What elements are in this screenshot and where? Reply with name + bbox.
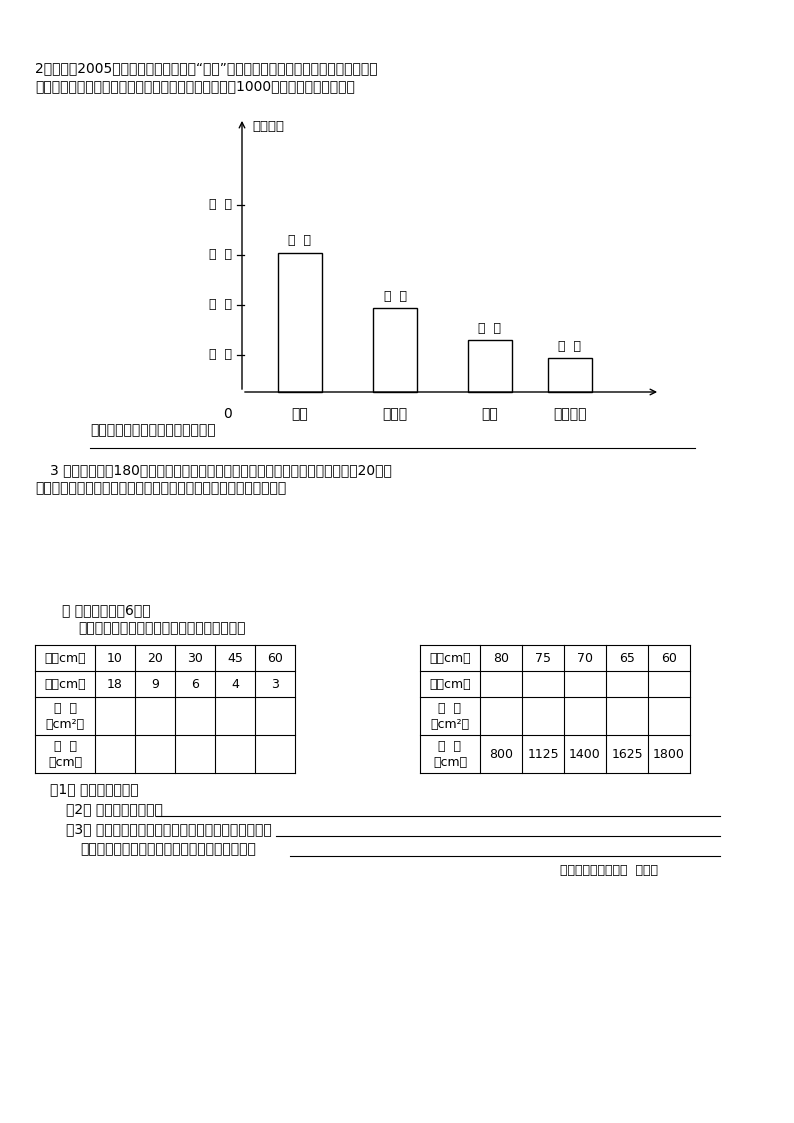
Text: 1625: 1625 xyxy=(611,748,643,760)
Text: （  ）: （ ） xyxy=(479,321,502,335)
Text: 1125: 1125 xyxy=(527,748,559,760)
Text: 如果长方形与正方形的面积相等，谁的周长长？: 如果长方形与正方形的面积相等，谁的周长长？ xyxy=(80,842,256,856)
Text: （人数）: （人数） xyxy=(252,119,284,133)
Bar xyxy=(373,308,417,392)
Text: （cm）: （cm） xyxy=(48,756,82,768)
Text: 面  积: 面 积 xyxy=(53,703,76,715)
Text: 2、下图是2005年中国某一网站对人们“十一”出行选用交通工具情况进行调查后作出的: 2、下图是2005年中国某一网站对人们“十一”出行选用交通工具情况进行调查后作出… xyxy=(35,61,378,75)
Text: 自驾车: 自驾车 xyxy=(383,407,407,421)
Text: （1） 将上表填完整。: （1） 将上表填完整。 xyxy=(50,782,139,796)
Text: （cm²）: （cm²） xyxy=(430,718,469,730)
Text: （  ）: （ ） xyxy=(209,299,232,311)
Text: 宽（cm）: 宽（cm） xyxy=(430,677,471,691)
Text: 火车: 火车 xyxy=(291,407,308,421)
Text: 0: 0 xyxy=(222,407,231,421)
Text: 长途客车: 长途客车 xyxy=(553,407,587,421)
Text: 如果相邻两棵树之间的距离相等，你知道相邻两棵树之间的距离吗？: 如果相邻两棵树之间的距离相等，你知道相邻两棵树之间的距离吗？ xyxy=(35,481,287,495)
Text: 统计图，已知选择乘火车的人数比选择乘长途客车的多1000人，你能将图作完吗？: 统计图，已知选择乘火车的人数比选择乘长途客车的多1000人，你能将图作完吗？ xyxy=(35,79,355,93)
Text: 70: 70 xyxy=(577,651,593,665)
Text: 10: 10 xyxy=(107,651,123,665)
Text: 1400: 1400 xyxy=(569,748,601,760)
Text: （  ）: （ ） xyxy=(209,248,232,262)
Text: 飞机: 飞机 xyxy=(482,407,499,421)
Text: 18: 18 xyxy=(107,677,123,691)
Text: （cm）: （cm） xyxy=(433,756,467,768)
Text: （3） 如果长方形与正方形的周长相等，谁的面积大？: （3） 如果长方形与正方形的周长相等，谁的面积大？ xyxy=(66,822,272,836)
Text: 20: 20 xyxy=(147,651,163,665)
Text: 6: 6 xyxy=(191,677,199,691)
Bar xyxy=(548,358,592,392)
Bar xyxy=(278,253,322,392)
Text: 4: 4 xyxy=(231,677,239,691)
Text: 长（cm）: 长（cm） xyxy=(44,651,86,665)
Text: （2） 从两个表中我发现: （2） 从两个表中我发现 xyxy=(66,802,163,816)
Text: 长（cm）: 长（cm） xyxy=(430,651,471,665)
Text: （  ）: （ ） xyxy=(288,235,311,247)
Text: 面  积: 面 积 xyxy=(438,703,461,715)
Text: （  ）: （ ） xyxy=(558,339,581,353)
Text: 65: 65 xyxy=(619,651,635,665)
Text: 800: 800 xyxy=(489,748,513,760)
Text: 9: 9 xyxy=(151,677,159,691)
Text: 3 校门口一条长180米的林荫路两侧各栽了一行杨树，起点和终点都栽。共栽了20棵，: 3 校门口一条长180米的林荫路两侧各栽了一行杨树，起点和终点都栽。共栽了20棵… xyxy=(50,463,392,477)
Text: 周  长: 周 长 xyxy=(438,740,461,754)
Text: 1800: 1800 xyxy=(653,748,685,760)
Text: （  ）: （ ） xyxy=(209,348,232,362)
Text: 30: 30 xyxy=(187,651,203,665)
Text: （  ）: （ ） xyxy=(209,199,232,211)
Text: 60: 60 xyxy=(661,651,677,665)
Text: 75: 75 xyxy=(535,651,551,665)
Text: 80: 80 xyxy=(493,651,509,665)
Text: 观察下面两个表，你发现了什么？尝试回答。: 观察下面两个表，你发现了什么？尝试回答。 xyxy=(78,621,245,634)
Text: 从统计图中，获得了怎样的信息？: 从统计图中，获得了怎样的信息？ xyxy=(90,423,216,437)
Bar xyxy=(468,340,512,392)
Text: 八 尝试发现。（6分）: 八 尝试发现。（6分） xyxy=(62,603,151,617)
Text: （  ）: （ ） xyxy=(384,290,407,302)
Text: （cm²）: （cm²） xyxy=(45,718,85,730)
Text: 周  长: 周 长 xyxy=(53,740,76,754)
Text: 3: 3 xyxy=(271,677,279,691)
Text: （小西湖小学端木钰  编写）: （小西湖小学端木钰 编写） xyxy=(560,865,658,877)
Text: 45: 45 xyxy=(227,651,243,665)
Text: 60: 60 xyxy=(267,651,283,665)
Text: 宽（cm）: 宽（cm） xyxy=(44,677,86,691)
